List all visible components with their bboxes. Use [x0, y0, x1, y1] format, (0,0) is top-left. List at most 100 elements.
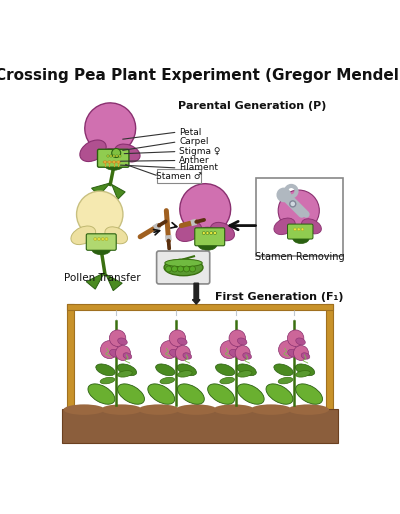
Ellipse shape: [288, 350, 298, 357]
Ellipse shape: [274, 364, 293, 376]
Ellipse shape: [220, 377, 234, 384]
Ellipse shape: [237, 384, 264, 404]
Ellipse shape: [160, 341, 178, 359]
Ellipse shape: [301, 353, 310, 359]
Ellipse shape: [100, 341, 118, 359]
Ellipse shape: [183, 353, 192, 359]
Circle shape: [206, 232, 209, 234]
Ellipse shape: [220, 341, 238, 359]
Ellipse shape: [208, 384, 234, 404]
Ellipse shape: [109, 330, 126, 346]
Ellipse shape: [210, 223, 234, 241]
Circle shape: [190, 266, 196, 272]
Circle shape: [202, 232, 205, 234]
Circle shape: [214, 232, 216, 234]
Bar: [67, 304, 74, 418]
Ellipse shape: [148, 384, 175, 404]
Ellipse shape: [123, 353, 132, 359]
Ellipse shape: [229, 330, 246, 346]
Ellipse shape: [92, 243, 111, 255]
Ellipse shape: [237, 364, 256, 376]
Ellipse shape: [169, 330, 186, 346]
Circle shape: [172, 266, 178, 272]
Ellipse shape: [103, 161, 107, 163]
Ellipse shape: [302, 219, 321, 234]
Ellipse shape: [96, 364, 115, 376]
Circle shape: [290, 201, 296, 207]
Ellipse shape: [100, 377, 115, 384]
Ellipse shape: [198, 238, 217, 250]
Text: First Generation (F₁): First Generation (F₁): [215, 291, 344, 302]
FancyBboxPatch shape: [98, 149, 129, 167]
Ellipse shape: [278, 190, 319, 231]
FancyBboxPatch shape: [256, 178, 343, 256]
Circle shape: [294, 228, 296, 231]
Ellipse shape: [235, 345, 250, 360]
Text: Stamen ♂: Stamen ♂: [156, 172, 202, 181]
Ellipse shape: [165, 259, 202, 267]
Text: Filament: Filament: [179, 163, 218, 173]
Text: Anther: Anther: [179, 156, 210, 165]
Ellipse shape: [110, 350, 120, 357]
Ellipse shape: [101, 405, 142, 415]
Circle shape: [116, 155, 118, 157]
Circle shape: [166, 266, 172, 272]
Circle shape: [105, 237, 108, 241]
Ellipse shape: [278, 341, 296, 359]
Ellipse shape: [295, 364, 315, 376]
Ellipse shape: [278, 377, 293, 384]
Ellipse shape: [176, 222, 202, 242]
Circle shape: [112, 149, 121, 157]
Ellipse shape: [296, 384, 322, 404]
Ellipse shape: [176, 405, 217, 415]
Circle shape: [101, 237, 104, 241]
Circle shape: [301, 228, 304, 231]
Circle shape: [210, 232, 213, 234]
Ellipse shape: [64, 405, 105, 415]
Ellipse shape: [238, 338, 247, 345]
Ellipse shape: [112, 161, 116, 163]
Circle shape: [94, 237, 97, 241]
Polygon shape: [86, 273, 104, 289]
Ellipse shape: [118, 384, 144, 404]
Ellipse shape: [229, 350, 240, 357]
Polygon shape: [106, 274, 122, 290]
Ellipse shape: [164, 259, 203, 276]
Ellipse shape: [274, 218, 295, 234]
Ellipse shape: [180, 183, 231, 234]
Ellipse shape: [296, 371, 310, 377]
Ellipse shape: [76, 191, 123, 237]
Ellipse shape: [80, 140, 106, 161]
FancyBboxPatch shape: [157, 170, 202, 183]
Ellipse shape: [293, 233, 309, 244]
Ellipse shape: [296, 338, 305, 345]
Ellipse shape: [71, 226, 96, 245]
Text: Carpel: Carpel: [179, 137, 208, 146]
Ellipse shape: [88, 384, 115, 404]
Ellipse shape: [287, 330, 304, 346]
Ellipse shape: [197, 227, 218, 242]
Circle shape: [107, 155, 109, 157]
Ellipse shape: [117, 364, 137, 376]
Circle shape: [298, 228, 300, 231]
Ellipse shape: [118, 371, 132, 377]
Ellipse shape: [156, 364, 175, 376]
Ellipse shape: [118, 338, 127, 345]
Text: Petal: Petal: [179, 127, 202, 137]
Text: Crossing Pea Plant Experiment (Gregor Mendel): Crossing Pea Plant Experiment (Gregor Me…: [0, 68, 400, 83]
Bar: [62, 409, 338, 443]
Ellipse shape: [216, 364, 235, 376]
Bar: [58, 303, 342, 439]
Ellipse shape: [108, 161, 111, 163]
Ellipse shape: [116, 161, 120, 163]
Text: Parental Generation (P): Parental Generation (P): [178, 101, 326, 111]
Text: Stigma ♀: Stigma ♀: [179, 147, 220, 156]
Ellipse shape: [170, 350, 180, 357]
Ellipse shape: [237, 371, 252, 377]
Ellipse shape: [105, 227, 128, 244]
Ellipse shape: [178, 371, 192, 377]
Ellipse shape: [213, 405, 254, 415]
Circle shape: [110, 155, 112, 157]
Ellipse shape: [294, 345, 308, 360]
Ellipse shape: [100, 149, 121, 163]
